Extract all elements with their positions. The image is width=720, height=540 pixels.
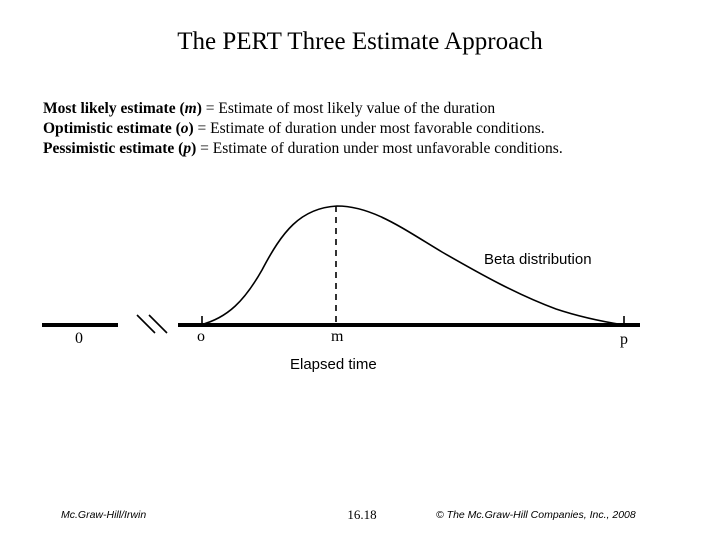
definition-text: = Estimate of most likely value of the d… <box>205 100 496 117</box>
definition-symbol: o <box>180 120 189 137</box>
definition-text: = Estimate of duration under most favora… <box>197 120 545 137</box>
axis-label: Elapsed time <box>290 356 377 373</box>
beta-distribution-curve <box>199 205 625 326</box>
tick-label-zero: 0 <box>75 330 83 347</box>
definition-term: Pessimistic estimate <box>43 140 175 157</box>
definition-optimistic: Optimistic estimate (o) = Estimate of du… <box>43 120 545 137</box>
definition-symbol: m <box>184 100 197 117</box>
definition-most-likely: Most likely estimate (m) = Estimate of m… <box>43 100 496 117</box>
definition-symbol: p <box>183 140 192 157</box>
slide-title: The PERT Three Estimate Approach <box>177 28 543 55</box>
tick-label-p: p <box>620 331 628 348</box>
definitions-list: Most likely estimate (m) = Estimate of m… <box>43 99 703 159</box>
definition-text: = Estimate of duration under most unfavo… <box>200 140 563 157</box>
footer-publisher: Mc.Graw-Hill/Irwin <box>61 509 147 521</box>
axis-break-mark <box>148 314 168 334</box>
curve-label: Beta distribution <box>484 251 592 268</box>
definition-pessimistic: Pessimistic estimate (p) = Estimate of d… <box>43 140 563 157</box>
definition-term: Most likely estimate <box>43 100 176 117</box>
footer-page-number: 16.18 <box>347 507 377 522</box>
tick-label-m: m <box>331 328 344 345</box>
axis-break-mark <box>136 314 156 334</box>
definition-term: Optimistic estimate <box>43 120 172 137</box>
tick-label-o: o <box>197 328 205 345</box>
footer-copyright: © The Mc.Graw-Hill Companies, Inc., 2008 <box>436 509 636 521</box>
